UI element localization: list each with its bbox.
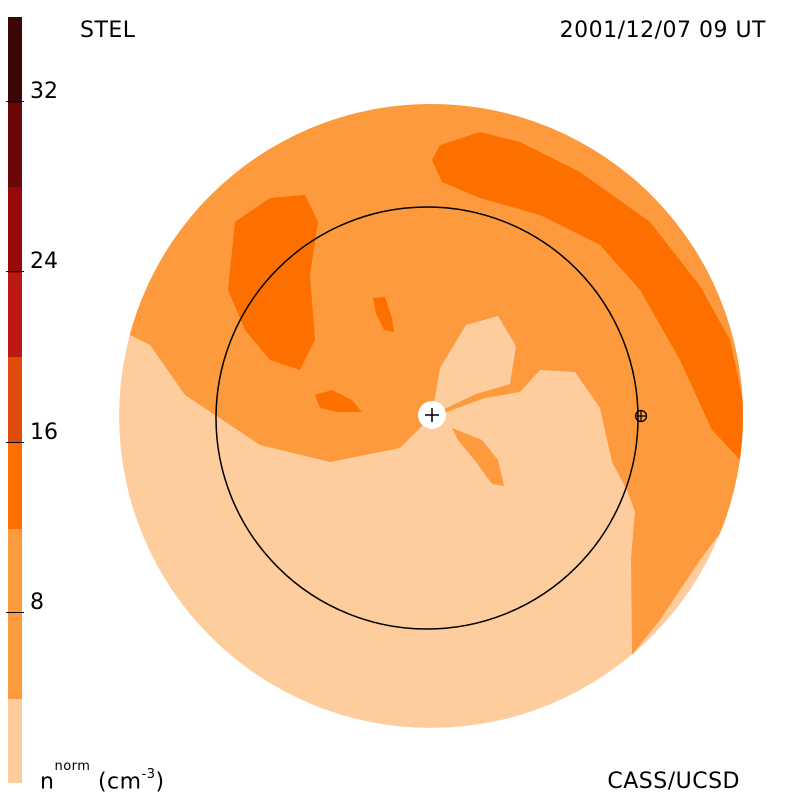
colorbar-label-32: 32 — [30, 79, 58, 104]
colorbar-band-1 — [8, 699, 22, 783]
colorbar-tick-24 — [6, 271, 24, 272]
colorbar-band-4 — [8, 443, 22, 529]
high-density-stream-east — [432, 132, 743, 462]
unit-exponent: -3 — [141, 767, 156, 782]
colorbar-unit-label: nnorm (cm-3) — [40, 759, 165, 794]
colorbar-tick-32 — [6, 101, 24, 102]
colorbar-band-9 — [8, 17, 22, 103]
colorbar-band-8 — [8, 103, 22, 187]
plus-icon — [425, 408, 439, 422]
quantity-symbol: n — [40, 769, 55, 794]
mid-density-lobe — [452, 428, 504, 486]
earth-orbit-circle — [215, 206, 639, 630]
quantity-superscript: norm — [54, 758, 91, 774]
colorbar-tick-16 — [6, 442, 24, 443]
colorbar-band-6 — [8, 273, 22, 357]
earth-icon — [634, 409, 648, 423]
central-low-density-wedge — [432, 316, 516, 415]
datetime-label: 2001/12/07 09 UT — [559, 18, 766, 43]
high-density-blob-tiny — [373, 297, 394, 332]
colorbar-label-16: 16 — [30, 420, 58, 445]
instrument-label: STEL — [80, 18, 136, 43]
colorbar-tick-8 — [6, 612, 24, 613]
colorbar-label-8: 8 — [30, 590, 44, 615]
unit-suffix: ) — [155, 769, 165, 794]
credit-label: CASS/UCSD — [607, 769, 740, 794]
colorbar-label-24: 24 — [30, 249, 58, 274]
colorbar — [8, 17, 22, 783]
colorbar-band-7 — [8, 187, 22, 273]
colorbar-band-5 — [8, 357, 22, 443]
unit-prefix: (cm — [97, 769, 142, 794]
high-density-blob-west — [228, 195, 318, 370]
high-density-blob-small — [315, 390, 362, 412]
colorbar-band-2 — [8, 529, 22, 699]
